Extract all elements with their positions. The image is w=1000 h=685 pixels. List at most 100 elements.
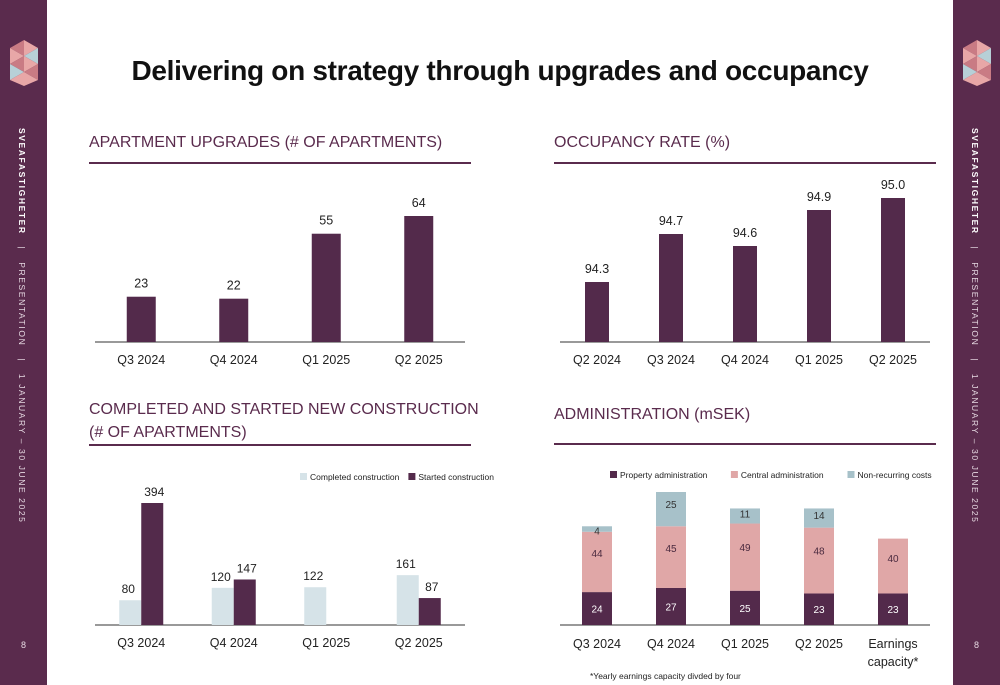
- bar-completed: [119, 600, 142, 625]
- data-label: 94.6: [733, 226, 757, 240]
- data-label: 161: [396, 557, 416, 571]
- bar: [585, 282, 609, 342]
- data-label: 23: [887, 605, 899, 616]
- data-label: 64: [412, 196, 426, 210]
- x-tick-label: Q1 2025: [302, 636, 350, 650]
- x-tick-label: Q4 2024: [210, 636, 258, 650]
- construction-chart: 80 394 Q3 2024 120 147 Q4 2024 122 Q1 2025 161 87…: [95, 472, 494, 650]
- data-label: 23: [813, 605, 825, 616]
- brand-name: SVEAFASTIGHETER: [17, 128, 27, 235]
- data-label: 27: [665, 602, 677, 613]
- sidebar-caption: SVEAFASTIGHETER | PRESENTATION | 1 JANUA…: [970, 128, 980, 524]
- legend-label: Central administration: [741, 470, 824, 480]
- sidebar-section: PRESENTATION: [17, 262, 27, 347]
- bar: [807, 210, 831, 342]
- data-label: 25: [665, 500, 677, 511]
- x-tick-label: Q4 2024: [210, 353, 258, 367]
- data-label: 94.7: [659, 214, 683, 228]
- sidebar-section: PRESENTATION: [970, 262, 980, 347]
- administration-title: ADMINISTRATION (mSEK): [554, 406, 751, 423]
- bar-started: [233, 579, 256, 625]
- bar: [881, 198, 905, 342]
- legend-swatch: [847, 471, 855, 478]
- bar: [733, 246, 757, 342]
- page-title: Delivering on strategy through upgrades …: [131, 55, 869, 86]
- bar-started: [418, 598, 441, 625]
- sidebar-separator: |: [970, 358, 980, 363]
- x-tick-label: capacity*: [868, 655, 919, 669]
- x-tick-label: Q2 2025: [395, 636, 443, 650]
- x-tick-label: Earnings: [868, 637, 917, 651]
- page-number: 8: [20, 640, 26, 650]
- sidebar-period: 1 JANUARY – 30 JUNE 2025: [970, 373, 980, 524]
- bar-completed: [304, 587, 327, 625]
- x-tick-label: Q1 2025: [302, 353, 350, 367]
- occupancy-title: OCCUPANCY RATE (%): [554, 134, 731, 151]
- bar-central-admin: [730, 523, 760, 591]
- bar-completed: [396, 575, 419, 625]
- bar-central-admin: [582, 531, 612, 593]
- data-label: 11: [740, 510, 751, 521]
- sidebar-separator: |: [970, 246, 980, 251]
- bar-property-admin: [656, 587, 686, 625]
- bar-central-admin: [878, 538, 908, 594]
- sidebar-period: 1 JANUARY – 30 JUNE 2025: [17, 373, 27, 524]
- bar-non-recurring: [730, 508, 760, 524]
- data-label: 147: [237, 561, 257, 575]
- x-tick-label: Q2 2024: [573, 353, 621, 367]
- section-divider: [554, 162, 936, 164]
- right-sidebar: SVEAFASTIGHETER | PRESENTATION | 1 JANUA…: [953, 0, 1000, 685]
- data-label: 394: [144, 485, 164, 499]
- sidebar-separator: |: [17, 358, 27, 363]
- brand-name: SVEAFASTIGHETER: [970, 128, 980, 235]
- x-tick-label: Q3 2024: [647, 353, 695, 367]
- bar-central-admin: [804, 527, 834, 594]
- data-label: 80: [122, 582, 136, 596]
- x-tick-label: Q1 2025: [795, 353, 843, 367]
- data-label: 44: [591, 549, 603, 560]
- bar: [219, 298, 249, 342]
- x-tick-label: Q1 2025: [721, 637, 769, 651]
- data-label: 14: [813, 511, 825, 522]
- sidebar-separator: |: [17, 246, 27, 251]
- page-number: 8: [973, 640, 979, 650]
- bar: [404, 216, 434, 342]
- company-logo-icon: [963, 40, 991, 86]
- legend-swatch: [408, 473, 416, 480]
- data-label: 25: [739, 604, 751, 615]
- data-label: 23: [134, 277, 148, 291]
- legend-label: Started construction: [418, 472, 494, 482]
- x-tick-label: Q3 2024: [573, 637, 621, 651]
- data-label: 87: [425, 580, 439, 594]
- data-label: 48: [813, 547, 825, 558]
- bar: [311, 233, 341, 342]
- data-label: 4: [594, 526, 600, 537]
- construction-title-line-1: COMPLETED AND STARTED NEW CONSTRUCTION: [89, 401, 479, 418]
- data-label: 122: [303, 569, 323, 583]
- data-label: 94.3: [585, 262, 609, 276]
- company-logo-icon: [10, 40, 38, 86]
- x-tick-label: Q4 2024: [721, 353, 769, 367]
- bar-non-recurring: [656, 492, 686, 527]
- data-label: 94.9: [807, 190, 831, 204]
- sidebar-caption: SVEAFASTIGHETER | PRESENTATION | 1 JANUA…: [17, 128, 27, 524]
- bar-property-admin: [730, 590, 760, 625]
- section-divider: [89, 162, 471, 164]
- occupancy-chart: 94.3 Q2 2024 94.7 Q3 2024 94.6 Q4 2024 94.9 Q1 …: [560, 178, 930, 367]
- legend-label: Property administration: [620, 470, 708, 480]
- data-label: 120: [211, 570, 231, 584]
- x-tick-label: Q2 2025: [869, 353, 917, 367]
- legend-swatch: [730, 471, 738, 478]
- bar: [126, 296, 156, 342]
- construction-title: COMPLETED AND STARTED NEW CONSTRUCTION (…: [89, 398, 479, 444]
- bar-property-admin: [878, 593, 908, 625]
- data-label: 95.0: [881, 178, 905, 192]
- upgrades-chart: 23 Q3 2024 22 Q4 2024 55 Q1 2025 64 Q2 2025: [95, 196, 465, 367]
- x-tick-label: Q2 2025: [795, 637, 843, 651]
- x-tick-label: Q2 2025: [395, 353, 443, 367]
- x-tick-label: Q4 2024: [647, 637, 695, 651]
- footnote: *Yearly earnings capacity divded by four: [590, 671, 741, 681]
- section-divider: [554, 443, 936, 445]
- data-label: 24: [591, 605, 603, 616]
